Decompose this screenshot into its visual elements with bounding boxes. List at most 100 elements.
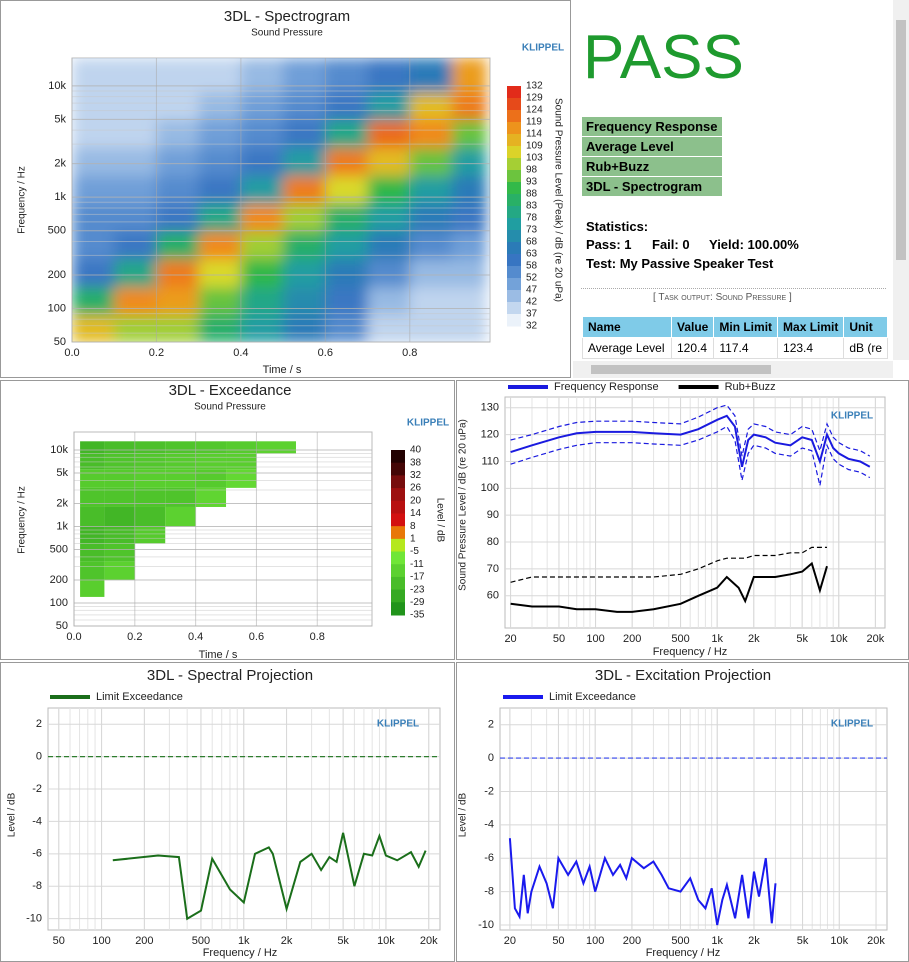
heatmap-cell — [367, 91, 411, 121]
heatmap-cell — [325, 175, 369, 204]
heatmap-cell — [198, 258, 242, 288]
scroll-thumb[interactable] — [591, 365, 771, 374]
y-tick-label: -4 — [32, 815, 42, 827]
heatmap-cell — [240, 91, 285, 121]
heatmap-cell — [283, 58, 327, 93]
y-tick-label: 110 — [481, 455, 499, 467]
heatmap-cell — [156, 175, 200, 204]
x-tick-label: 0.4 — [188, 631, 203, 643]
test-item[interactable]: 3DL - Spectrogram — [582, 177, 722, 197]
logo: KLIPPEL — [377, 719, 419, 730]
y-tick-label: 0 — [36, 751, 42, 763]
colorbar-band — [507, 98, 521, 111]
y-tick-label: 5k — [56, 467, 68, 479]
heatmap-cell — [452, 175, 487, 204]
task-output: [ Task output: Sound Pressure ] — [653, 292, 792, 303]
x-tick-label: 200 — [623, 633, 641, 645]
x-tick-label: 500 — [192, 935, 210, 947]
y-axis-label: Level / dB — [458, 792, 469, 837]
x-tick-label: 50 — [552, 935, 564, 947]
y-tick-label: 100 — [48, 302, 66, 314]
x-axis-label: Frequency / Hz — [646, 947, 721, 959]
x-tick-label: 10k — [830, 633, 848, 645]
heatmap-cell — [80, 543, 105, 562]
x-tick-label: 500 — [671, 633, 689, 645]
heatmap-cell — [409, 258, 453, 288]
heatmap-cell — [367, 286, 411, 316]
x-axis-label: Frequency / Hz — [203, 947, 278, 959]
colorbar-band — [507, 266, 521, 279]
x-tick-label: 5k — [797, 935, 809, 947]
test-item[interactable]: Average Level — [582, 137, 722, 157]
x-tick-label: 0.0 — [66, 631, 81, 643]
colorbar-band — [507, 230, 521, 243]
heatmap-cell — [198, 147, 242, 177]
heatmap-cell — [283, 258, 327, 288]
colorbar-band — [391, 450, 405, 464]
colorbar-band — [507, 278, 521, 291]
colorbar-band — [507, 182, 521, 195]
heatmap-cell — [165, 469, 196, 488]
heatmap-cell — [104, 526, 135, 544]
header-cell: Unit — [843, 316, 889, 338]
heatmap-cell — [325, 230, 369, 260]
heatmap-cell — [114, 230, 158, 260]
x-tick-label: 0.6 — [318, 347, 333, 359]
y-tick-label: 100 — [50, 597, 68, 609]
heatmap-cell — [367, 314, 411, 342]
heatmap-cell — [256, 441, 296, 454]
heatmap-cell — [452, 119, 487, 149]
y-axis-label: Frequency / Hz — [17, 166, 28, 234]
scroll-thumb[interactable] — [896, 20, 906, 260]
heatmap-cell — [409, 314, 453, 342]
limit-line — [510, 546, 827, 583]
heatmap-cell — [452, 147, 487, 177]
colorbar-label: Level / dB — [434, 498, 445, 543]
y-tick-label: -10 — [26, 913, 42, 925]
panel-border — [0, 380, 455, 660]
y-tick-label: 50 — [56, 620, 68, 632]
heatmap-cell — [134, 506, 166, 527]
colorbar-tick-label: -23 — [410, 584, 425, 595]
colorbar-tick-label: 58 — [526, 261, 538, 272]
heatmap-cell — [156, 202, 200, 232]
heatmap-cell — [114, 147, 158, 177]
plot-area — [499, 707, 888, 931]
heatmap-cell — [195, 487, 227, 507]
heatmap-cell — [452, 91, 487, 121]
heatmap-cell — [240, 314, 285, 342]
statistic: Pass: 1 — [586, 237, 632, 252]
heatmap-cell — [283, 119, 327, 149]
colorbar-band — [507, 86, 521, 99]
heatmap-cell — [72, 286, 116, 316]
header-cell: Name — [582, 316, 672, 338]
heatmap-cell — [283, 175, 327, 204]
heatmap-cell — [409, 175, 453, 204]
heatmap-cell — [134, 526, 166, 544]
x-tick-label: 0.0 — [64, 347, 79, 359]
colorbar-band — [391, 475, 405, 489]
heatmap-cell — [72, 202, 116, 232]
panel-border — [0, 0, 571, 378]
colorbar-band — [391, 589, 405, 603]
colorbar-tick-label: 42 — [526, 297, 538, 308]
heatmap-cell — [165, 487, 196, 507]
series-line — [112, 832, 427, 921]
heatmap-cell — [283, 147, 327, 177]
heatmap-cell — [198, 230, 242, 260]
colorbar-band — [507, 122, 521, 135]
heatmap-cell — [72, 58, 116, 93]
test-item[interactable]: Frequency Response — [582, 117, 722, 137]
heatmap-cell — [104, 487, 135, 507]
colorbar-tick-label: 14 — [410, 508, 422, 519]
colorbar-tick-label: 52 — [526, 273, 538, 284]
colorbar-tick-label: -5 — [410, 546, 419, 557]
pass-panel: PASS Frequency Response Average Level Ru… — [573, 0, 909, 378]
test-item[interactable]: Rub+Buzz — [582, 157, 722, 177]
y-tick-label: 200 — [48, 269, 66, 281]
series-line — [508, 838, 777, 926]
colorbar-band — [507, 170, 521, 183]
heatmap-cell — [367, 202, 411, 232]
statistic: Yield: 100.00% — [709, 237, 799, 252]
